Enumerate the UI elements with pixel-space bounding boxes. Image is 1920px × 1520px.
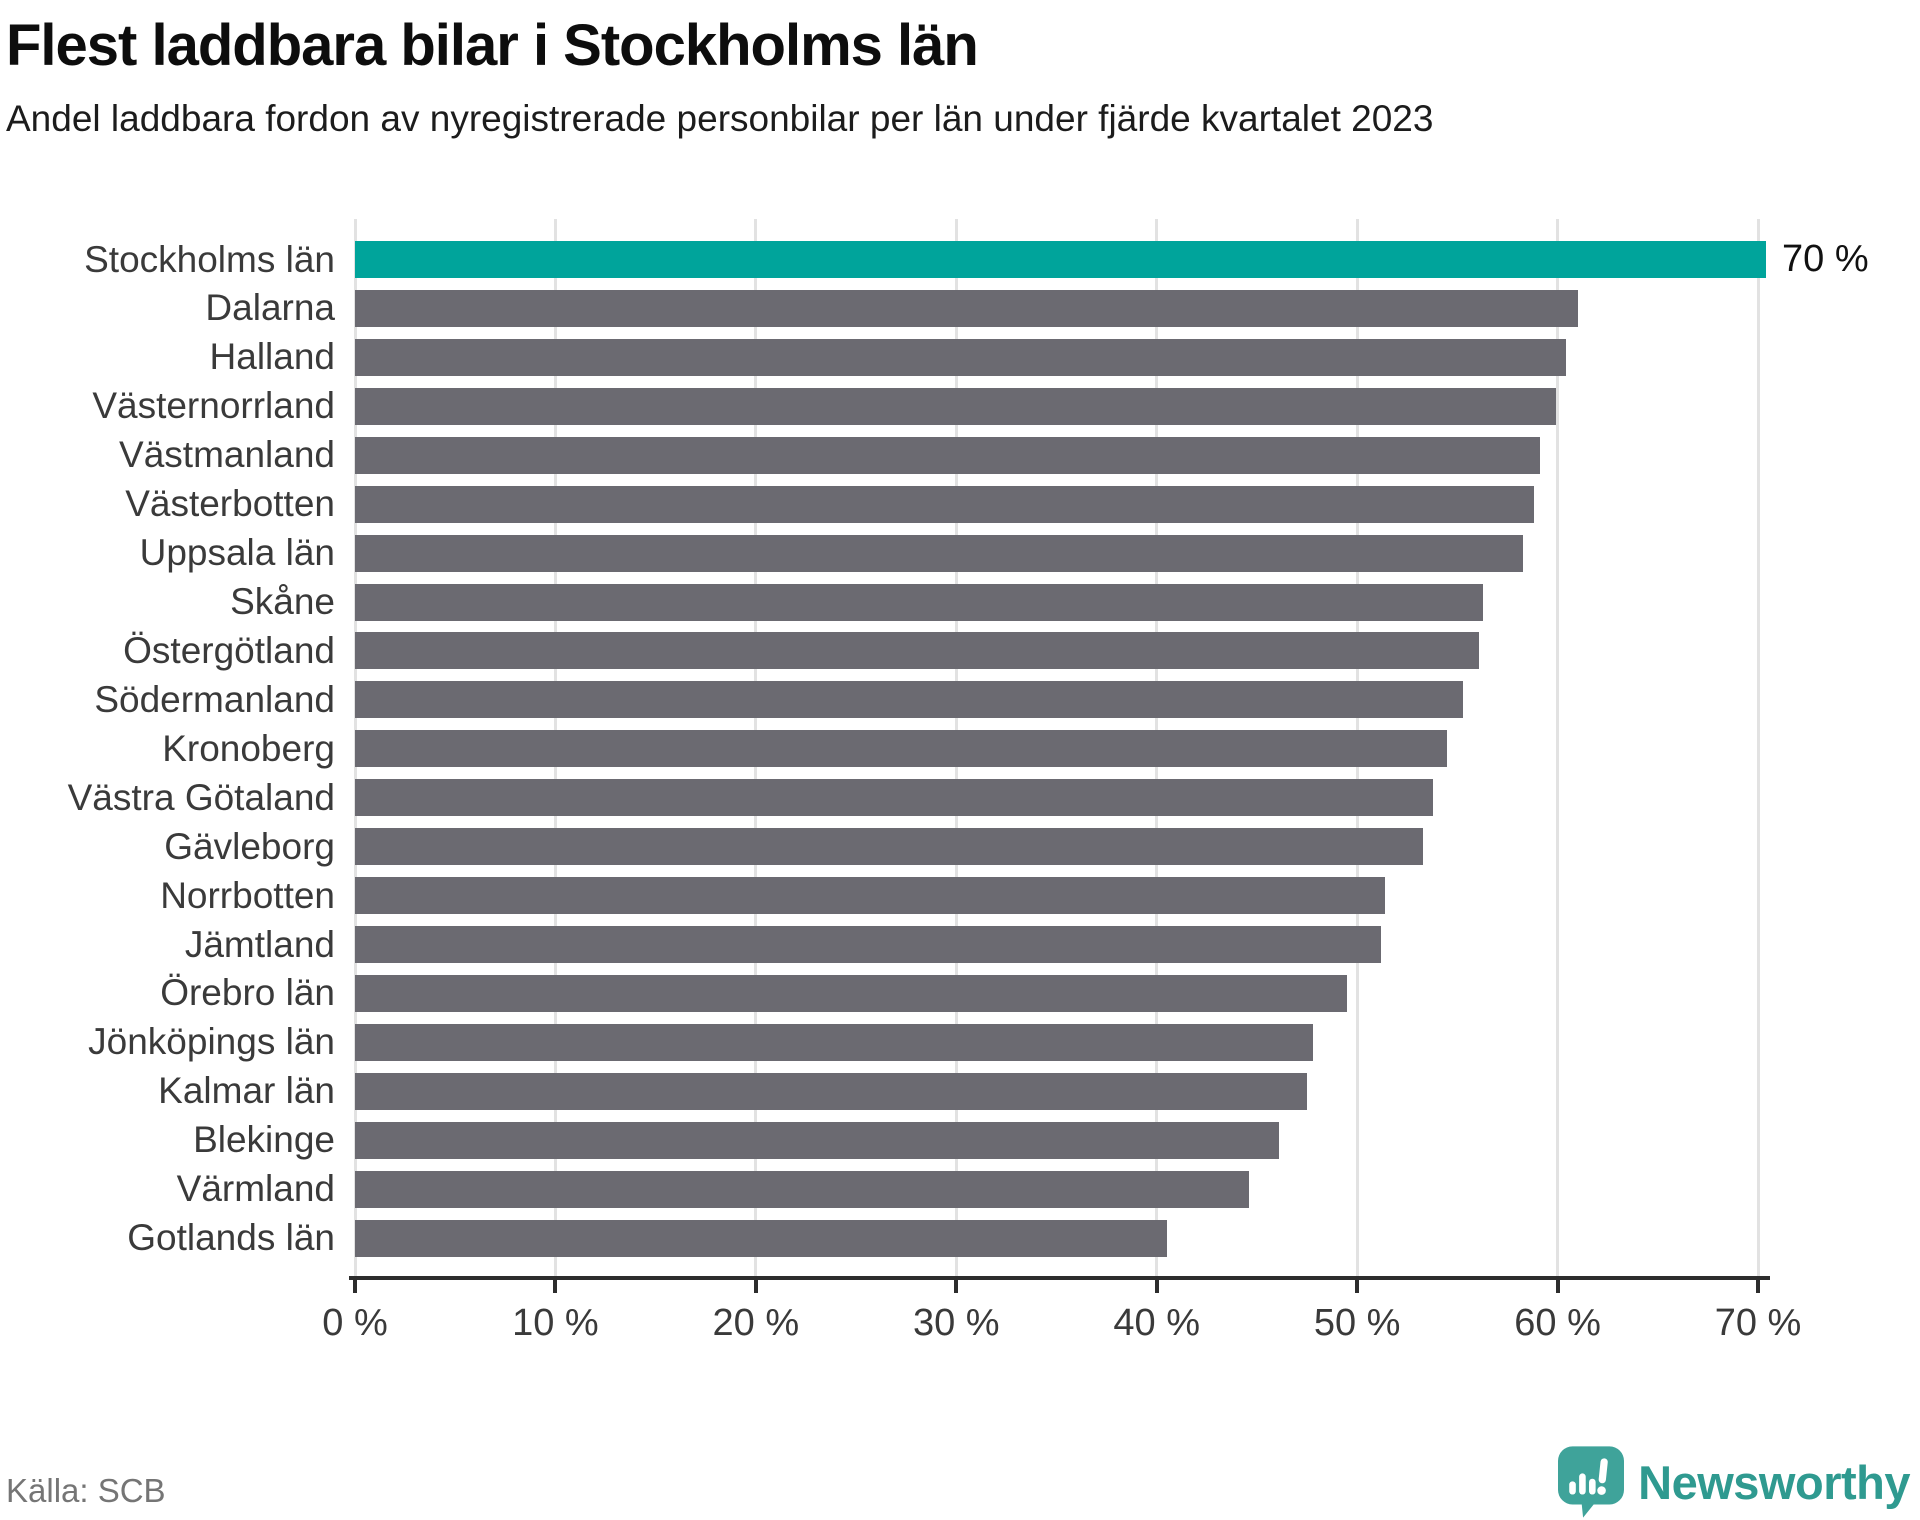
bar (355, 583, 1484, 621)
x-axis-tick (1355, 1280, 1360, 1293)
category-label: Jämtland (184, 923, 335, 965)
category-label: Västerbotten (125, 483, 335, 525)
category-label: Uppsala län (139, 532, 335, 574)
bar-row: Västernorrland (92, 385, 1758, 426)
category-label: Östergötland (123, 629, 335, 671)
category-label: Jönköpings län (88, 1021, 335, 1063)
newsworthy-logo: Newsworthy (1558, 1446, 1910, 1518)
bar (355, 632, 1480, 670)
chart-title: Flest laddbara bilar i Stockholms län (6, 13, 979, 78)
category-label: Stockholms län (84, 238, 335, 280)
bar-row: Västmanland (119, 434, 1758, 475)
bar-row: Västerbotten (125, 483, 1758, 524)
bar-row: Halland (210, 336, 1758, 377)
bar-row: Västra Götaland (68, 777, 1758, 818)
category-label: Kalmar län (158, 1070, 335, 1112)
bar-row: Jämtland (185, 924, 1758, 965)
category-label: Västernorrland (92, 385, 335, 427)
bar-row: Stockholms län 70 % (84, 238, 1869, 280)
bar-row: Skåne (230, 581, 1758, 622)
x-axis-tick-label: 10 % (512, 1302, 599, 1344)
bar (355, 289, 1578, 327)
bar (355, 1170, 1249, 1208)
bar (355, 1121, 1279, 1159)
x-axis-tick-label: 20 % (712, 1302, 800, 1344)
category-label: Kronoberg (162, 727, 335, 769)
bar (355, 877, 1386, 915)
category-label: Örebro län (160, 972, 335, 1014)
bar (355, 681, 1464, 719)
x-axis-tick-label: 70 % (1714, 1302, 1802, 1344)
category-label: Blekinge (193, 1119, 335, 1161)
bar-row: Jönköpings län (88, 1021, 1758, 1062)
category-label: Halland (209, 336, 335, 378)
x-axis-tick (1154, 1280, 1159, 1293)
bar-row: Södermanland (94, 679, 1758, 720)
bar (355, 730, 1448, 768)
x-axis-tick-label: 60 % (1514, 1302, 1601, 1344)
bar (355, 387, 1556, 425)
bar-row: Värmland (177, 1168, 1758, 1209)
bar-row: Blekinge (193, 1119, 1758, 1160)
newsworthy-speech-bubble-chart-icon (1558, 1446, 1625, 1518)
category-label: Västra Götaland (67, 776, 335, 818)
bar (355, 828, 1424, 866)
x-axis-tick-label: 40 % (1113, 1302, 1201, 1344)
x-axis-tick (954, 1280, 959, 1293)
bar-row: Kalmar län (158, 1070, 1758, 1111)
bar-row: Gotlands län (127, 1217, 1758, 1258)
category-label: Västmanland (119, 434, 335, 476)
x-axis-tick-label: 30 % (912, 1302, 1000, 1344)
bar-row: Örebro län (160, 972, 1758, 1013)
bar-row: Norrbotten (160, 875, 1758, 916)
plot-area: Stockholms län 70 % Dalarna Halland Västerno… (68, 219, 1869, 1344)
bar (355, 974, 1348, 1012)
category-label: Norrbotten (160, 874, 335, 916)
x-axis-tick (1756, 1280, 1760, 1293)
bar (355, 926, 1382, 964)
bar (355, 241, 1767, 278)
bar (355, 338, 1566, 376)
bar-row: Kronoberg (162, 728, 1758, 769)
category-label: Gävleborg (164, 825, 335, 867)
bar-row: Gävleborg (164, 826, 1758, 867)
x-axis-tick (1555, 1280, 1560, 1293)
bar (355, 1219, 1167, 1257)
x-axis-tick (553, 1280, 558, 1293)
x-axis-tick (753, 1280, 758, 1293)
x-axis-tick-label: 0 % (322, 1302, 388, 1344)
bar (355, 1023, 1314, 1061)
chart-subtitle: Andel laddbara fordon av nyregistrerade … (6, 98, 1434, 139)
category-label: Södermanland (94, 678, 335, 720)
bar (355, 485, 1534, 523)
bar (355, 1072, 1308, 1110)
category-label: Skåne (230, 581, 335, 622)
bar-row: Dalarna (205, 287, 1758, 328)
gridline (1756, 219, 1760, 1276)
source-note: Källa: SCB (6, 1472, 166, 1509)
x-axis-tick (353, 1280, 357, 1293)
category-label: Värmland (176, 1168, 335, 1210)
bar (355, 534, 1524, 572)
x-axis-tick-label: 50 % (1313, 1302, 1401, 1344)
bar (355, 436, 1540, 474)
data-label: 70 % (1782, 238, 1869, 280)
bar-row: Uppsala län (140, 532, 1758, 573)
category-label: Dalarna (205, 287, 335, 329)
newsworthy-logo-text: Newsworthy (1638, 1455, 1910, 1509)
bar-row: Östergötland (123, 630, 1758, 671)
bar (355, 779, 1434, 817)
x-axis-line (349, 1276, 1770, 1280)
gridline (1556, 219, 1560, 1276)
category-label: Gotlands län (127, 1217, 335, 1259)
